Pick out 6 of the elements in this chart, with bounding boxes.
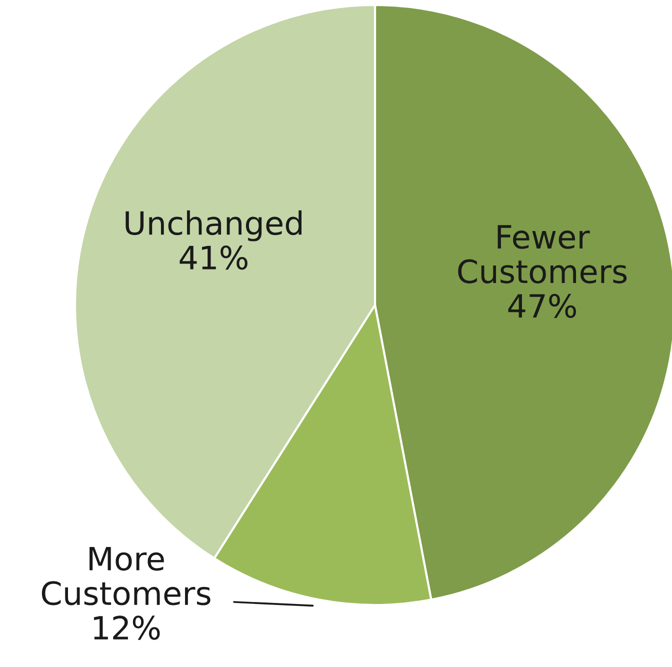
- data-label: 41%: [180, 246, 248, 270]
- slice-label: More Customers: [42, 546, 210, 606]
- slice-label: Unchanged: [126, 210, 302, 242]
- data-label: 12%: [94, 616, 160, 640]
- slice-label: Fewer Customers: [458, 225, 627, 284]
- data-label: 47%: [508, 294, 576, 318]
